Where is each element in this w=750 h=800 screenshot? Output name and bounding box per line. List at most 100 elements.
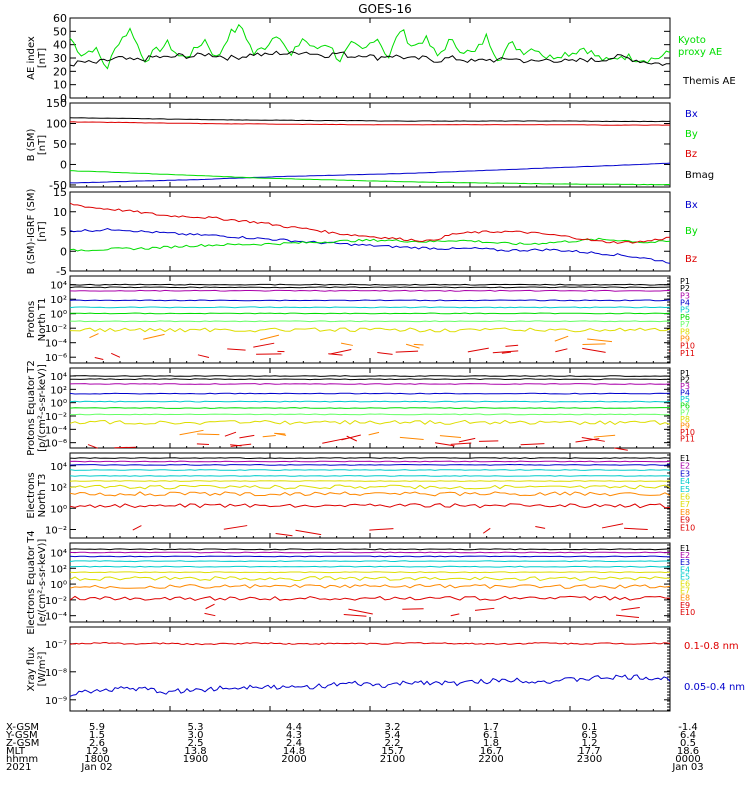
panel-5-ylabel: Protons Equator T2[p/(cm²-s-sr-keV)] xyxy=(26,360,48,456)
axis-mlt-value: 12.9 xyxy=(86,746,108,757)
y-tick-label: -50 xyxy=(49,179,67,192)
legend-e10: E10 xyxy=(680,523,695,532)
flux-line-5-5 xyxy=(69,407,670,409)
series-2-3 xyxy=(69,117,670,123)
y-tick-label: 10⁰ xyxy=(50,504,67,515)
panel-frame-8 xyxy=(69,626,671,712)
flux-segment-4-9 xyxy=(253,342,275,348)
legend-e5: E5 xyxy=(680,572,690,581)
xray-series-0 xyxy=(69,641,671,646)
legend-p8: P8 xyxy=(680,327,690,336)
legend-p10: P10 xyxy=(680,428,695,437)
legend-e1: E1 xyxy=(680,544,690,553)
flux-line-5-0 xyxy=(69,375,671,377)
flux-line-5-2 xyxy=(69,383,671,385)
legend-dbx-bz: Bz xyxy=(685,254,697,265)
y-tick-label: 10⁻⁶ xyxy=(45,439,67,450)
axis-x-gsm-value: 3.2 xyxy=(385,722,401,733)
panel-4-ylabel: ProtonsNorth T1 xyxy=(26,298,48,342)
series-2-2 xyxy=(69,121,671,126)
legend-p3: P3 xyxy=(680,291,690,300)
panel-6-ylabel: ElectronsNorth T3 xyxy=(26,472,48,518)
flux-segment-5-10 xyxy=(575,438,600,443)
flux-line-6-7 xyxy=(69,491,671,497)
axis-row-label: Z-GSM xyxy=(6,738,39,749)
y-tick-label: 10⁰ xyxy=(50,310,67,321)
axis-z-gsm-value: 1.8 xyxy=(483,738,499,749)
panel-8-ylabel: Xray flux[W/m²] xyxy=(26,647,48,692)
flux-segment-5-8 xyxy=(179,429,204,436)
flux-segment-5-10 xyxy=(230,444,242,447)
ylabel-line: Protons Equator T2 xyxy=(26,360,37,456)
flux-line-7-7 xyxy=(69,583,671,589)
flux-segment-4-9 xyxy=(395,350,419,353)
y-tick-label: 10 xyxy=(53,79,67,92)
series-3-0 xyxy=(69,227,671,264)
legend-e3: E3 xyxy=(680,558,690,567)
panel-frame-4 xyxy=(69,275,671,364)
flux-line-4-6 xyxy=(69,320,671,323)
y-tick-label: 150 xyxy=(46,97,67,110)
axis-y-gsm-value: 1.5 xyxy=(89,730,105,741)
flux-segment-4-8 xyxy=(340,342,353,346)
y-tick-label: 10² xyxy=(50,483,67,494)
flux-line-7-8 xyxy=(69,595,671,601)
legend-xray-short: 0.05-0.4 nm xyxy=(684,682,745,693)
legend-b-bx: Bx xyxy=(685,109,698,120)
legend-themis-ae: Themis AE xyxy=(682,76,736,87)
axis-x-gsm-value: 4.4 xyxy=(286,722,302,733)
legend-dbx-by: By xyxy=(685,226,698,237)
axis-z-gsm-value: 2.2 xyxy=(385,738,401,749)
legend-p2: P2 xyxy=(680,376,690,385)
y-tick-label: 10⁴ xyxy=(50,548,67,559)
flux-segment-4-8 xyxy=(413,343,424,346)
legend-p9: P9 xyxy=(680,334,690,343)
axis-hhmm-value: 1900 xyxy=(183,754,208,765)
axis-hhmm-value: 2300 xyxy=(577,754,602,765)
axis-mlt-value: 15.7 xyxy=(381,746,403,757)
flux-segment-4-8 xyxy=(143,333,165,340)
flux-segment-4-8 xyxy=(587,338,613,343)
flux-line-5-7 xyxy=(69,419,671,425)
legend-p5: P5 xyxy=(680,395,690,404)
legend-p11: P11 xyxy=(680,349,695,358)
flux-line-6-0 xyxy=(69,457,671,460)
axis-y-gsm-value: 4.3 xyxy=(286,730,302,741)
axis-mlt-value: 16.7 xyxy=(480,746,502,757)
legend-b-bmag: Bmag xyxy=(685,170,714,181)
flux-line-7-3 xyxy=(69,560,670,563)
y-tick-label: 5 xyxy=(60,226,67,239)
y-tick-label: 10⁰ xyxy=(50,580,67,591)
legend-p7: P7 xyxy=(680,408,690,417)
ylabel-line: Xray flux xyxy=(26,647,37,692)
axis-hhmm-value: 2100 xyxy=(380,754,405,765)
axis-mlt-value: 14.8 xyxy=(283,746,305,757)
flux-line-7-5 xyxy=(69,571,671,574)
legend-p10: P10 xyxy=(680,342,695,351)
y-tick-label: 60 xyxy=(53,12,67,25)
legend-xray-long: 0.1-0.8 nm xyxy=(684,641,739,652)
axis-row-label: MLT xyxy=(6,746,26,757)
flux-line-7-2 xyxy=(69,555,670,558)
flux-line-4-2 xyxy=(69,289,671,292)
ylabel-unit: [nT] xyxy=(37,221,48,241)
legend-p4: P4 xyxy=(680,299,690,308)
y-tick-label: 10⁻⁹ xyxy=(45,696,67,707)
ylabel-unit: [nT] xyxy=(37,135,48,155)
axis-y-gsm-value: 6.5 xyxy=(582,730,598,741)
ylabel-unit: [e/(cm²-s-sr-keV)] xyxy=(37,539,48,627)
flux-segment-6-9 xyxy=(275,532,293,537)
plot-title: GOES-16 xyxy=(358,2,412,16)
flux-segment-6-9 xyxy=(535,525,546,529)
axis-mlt-value: 17.7 xyxy=(578,746,600,757)
y-tick-label: 10⁻⁴ xyxy=(45,425,67,436)
flux-segment-4-8 xyxy=(554,335,569,342)
y-tick-label: 20 xyxy=(53,65,67,78)
ylabel-line: B (SM) xyxy=(26,128,37,161)
legend-p11: P11 xyxy=(680,434,695,443)
ylabel-unit: [nT] xyxy=(37,48,48,68)
y-tick-label: 10⁻⁴ xyxy=(45,339,67,350)
flux-line-4-7 xyxy=(69,327,671,333)
flux-segment-4-10 xyxy=(197,354,210,359)
legend-e10: E10 xyxy=(680,608,695,617)
